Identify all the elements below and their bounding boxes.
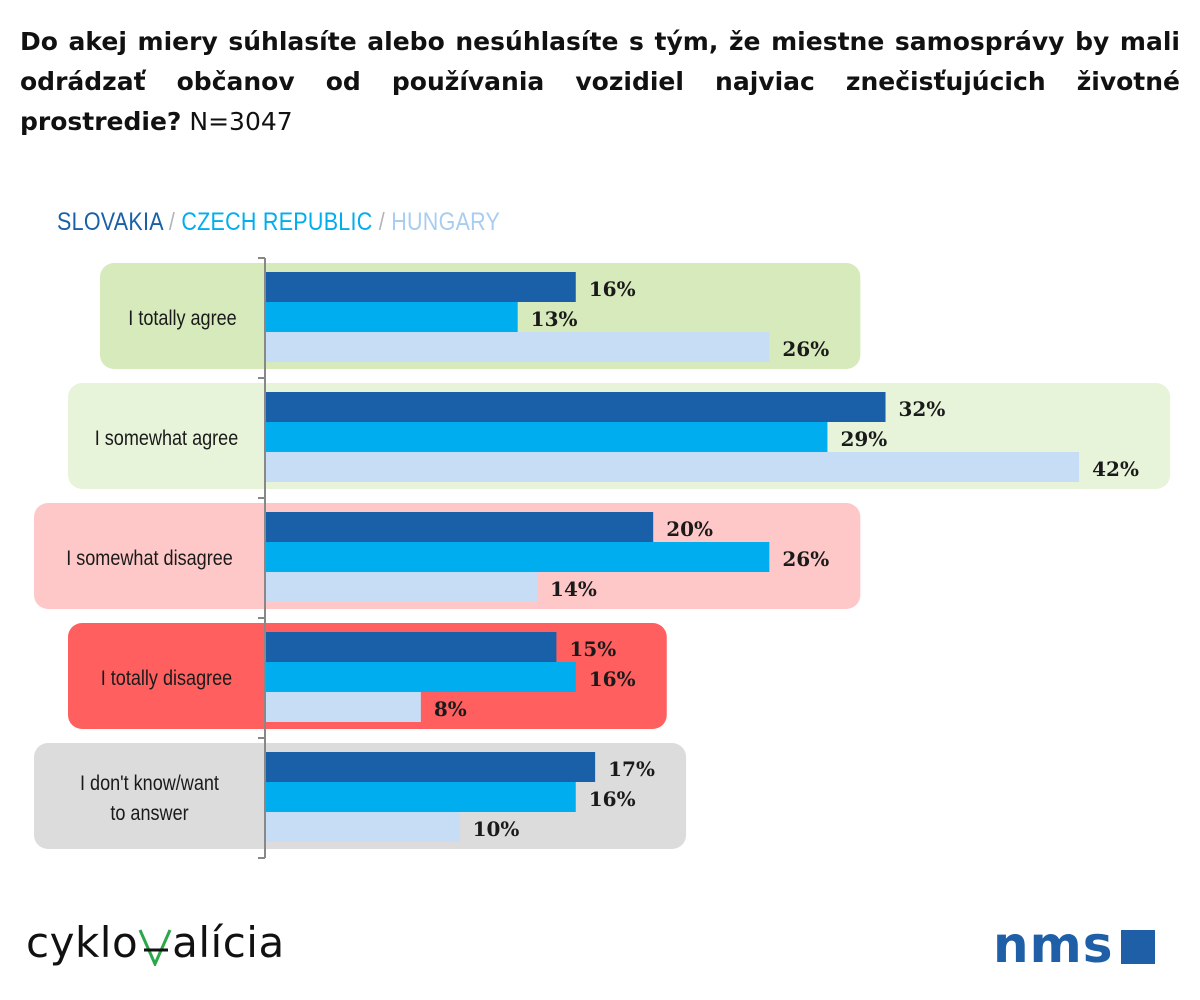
value-label: 29% xyxy=(840,427,887,451)
bar-hungary xyxy=(266,332,769,362)
category-label-line: I somewhat agree xyxy=(95,427,239,451)
value-label: 10% xyxy=(473,817,520,841)
bar-czech-republic xyxy=(266,302,518,332)
logo-v-mark-icon xyxy=(138,926,172,966)
cyklokoalicia-logo: cyklo alícia xyxy=(26,918,285,978)
value-label: 32% xyxy=(899,397,946,421)
category-label-line: I totally disagree xyxy=(101,667,233,691)
bar-hungary xyxy=(266,572,537,602)
bar-slovakia xyxy=(266,392,886,422)
nms-logo-text: nms xyxy=(993,916,1113,974)
bar-hungary xyxy=(266,812,460,842)
category-label-line: to answer xyxy=(110,802,189,826)
value-label: 16% xyxy=(589,787,636,811)
value-label: 26% xyxy=(782,547,829,571)
category-label: I somewhat agree xyxy=(95,427,239,451)
bar-hungary xyxy=(266,452,1079,482)
category-label: I totally agree xyxy=(128,307,236,331)
bar-czech-republic xyxy=(266,542,769,572)
nms-square-icon xyxy=(1121,930,1155,964)
bar-czech-republic xyxy=(266,662,576,692)
value-label: 14% xyxy=(550,577,597,601)
value-label: 13% xyxy=(531,307,578,331)
category-label-line: I don't know/want xyxy=(80,772,219,796)
bar-czech-republic xyxy=(266,422,827,452)
value-label: 26% xyxy=(782,337,829,361)
bar-slovakia xyxy=(266,272,576,302)
value-label: 16% xyxy=(589,277,636,301)
logo-alicia-part: alícia xyxy=(172,918,285,967)
value-label: 16% xyxy=(589,667,636,691)
bar-slovakia xyxy=(266,512,653,542)
category-label-line: I totally agree xyxy=(128,307,236,331)
category-label: I totally disagree xyxy=(101,667,233,691)
bar-slovakia xyxy=(266,632,556,662)
bar-hungary xyxy=(266,692,421,722)
nms-logo: nms xyxy=(993,916,1155,972)
value-label: 42% xyxy=(1092,457,1139,481)
category-label: I somewhat disagree xyxy=(66,547,233,571)
value-label: 20% xyxy=(666,517,713,541)
bar-chart: I totally agree 16% 13% 26% I somewhat agree… xyxy=(0,0,1200,1000)
logo-cyklo-part: cyklo xyxy=(26,918,138,967)
value-label: 8% xyxy=(434,697,467,721)
bar-slovakia xyxy=(266,752,595,782)
bar-czech-republic xyxy=(266,782,576,812)
category-label-line: I somewhat disagree xyxy=(66,547,233,571)
value-label: 15% xyxy=(569,637,616,661)
value-label: 17% xyxy=(608,757,655,781)
